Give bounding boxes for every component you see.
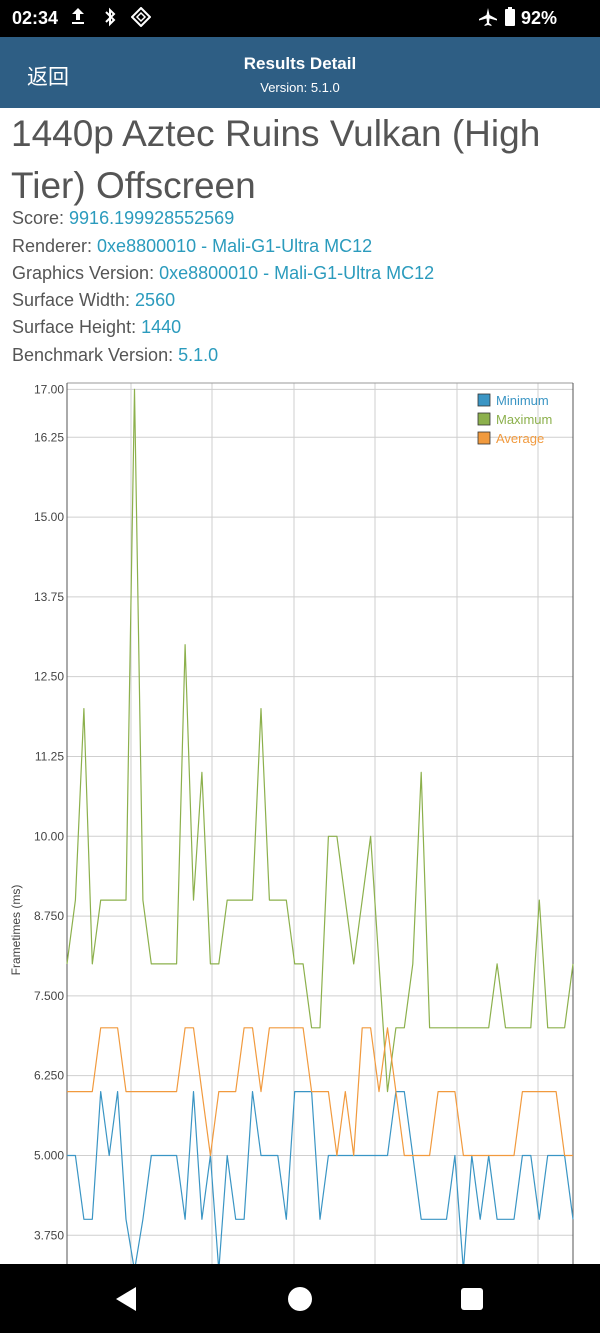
- y-tick-label: 13.75: [34, 590, 64, 604]
- surface-height-value: 1440: [141, 317, 182, 337]
- surface-width-label: Surface Width:: [12, 290, 136, 310]
- graphics-version-row: Graphics Version: 0xe8800010 - Mali-G1-U…: [12, 263, 434, 284]
- score-row: Score: 9916.199928552569: [12, 208, 234, 229]
- benchmark-title: 1440p Aztec Ruins Vulkan (High Tier) Off…: [11, 113, 541, 206]
- surface-height-row: Surface Height: 1440: [12, 317, 181, 338]
- legend-swatch-average: [477, 431, 491, 445]
- graphics-version-label: Graphics Version:: [12, 263, 160, 283]
- score-label: Score:: [12, 208, 70, 228]
- y-tick-label: 10.00: [34, 829, 64, 843]
- surface-width-row: Surface Width: 2560: [12, 290, 175, 311]
- back-button[interactable]: 返回: [27, 66, 69, 89]
- series-line-maximum: [66, 388, 574, 1093]
- y-tick-label: 7.500: [34, 989, 64, 1003]
- renderer-value: 0xe8800010 - Mali-G1-Ultra MC12: [97, 236, 373, 256]
- y-tick-label: 16.25: [34, 430, 64, 444]
- surface-width-value: 2560: [135, 290, 176, 310]
- navigation-bar: [0, 1264, 600, 1333]
- graphics-version-value: 0xe8800010 - Mali-G1-Ultra MC12: [159, 263, 435, 283]
- upload-icon: [71, 7, 85, 30]
- app-subtitle: Version: 5.1.0: [260, 80, 340, 95]
- status-time: 02:34: [12, 8, 59, 28]
- legend-label-average: Average: [496, 431, 544, 446]
- benchmark-version-value: 5.1.0: [178, 345, 219, 365]
- series-line-average: [67, 1027, 573, 1157]
- y-tick-label: 12.50: [34, 670, 64, 684]
- renderer-row: Renderer: 0xe8800010 - Mali-G1-Ultra MC1…: [12, 236, 372, 257]
- airplane-mode-icon: [478, 7, 498, 32]
- recents-nav-icon[interactable]: [460, 1287, 484, 1316]
- y-tick-label: 15.00: [34, 510, 64, 524]
- legend-label-minimum: Minimum: [496, 393, 549, 408]
- benchmark-version-label: Benchmark Version:: [12, 345, 179, 365]
- y-tick-label: 5.000: [34, 1148, 64, 1162]
- y-tick-label: 17.00: [34, 382, 64, 396]
- y-tick-label: 3.750: [34, 1228, 64, 1242]
- app-bar: 返回 Results Detail Version: 5.1.0: [0, 37, 600, 108]
- legend-swatch-minimum: [477, 393, 491, 407]
- home-nav-icon[interactable]: [287, 1286, 313, 1317]
- y-axis-label: Frametimes (ms): [9, 885, 23, 976]
- app-title: Results Detail: [243, 54, 357, 73]
- bluetooth-icon: [104, 7, 116, 32]
- nfc-icon: [130, 6, 152, 32]
- renderer-label: Renderer:: [12, 236, 98, 256]
- series-line-minimum: [67, 1090, 574, 1264]
- battery-percent: 92%: [521, 8, 558, 28]
- legend-label-maximum: Maximum: [496, 412, 552, 427]
- back-nav-icon[interactable]: [114, 1286, 138, 1317]
- y-tick-label: 11.25: [35, 749, 64, 763]
- y-tick-label: 6.250: [34, 1069, 64, 1083]
- legend-swatch-maximum: [477, 412, 491, 426]
- y-tick-label: 8.750: [34, 909, 64, 923]
- surface-height-label: Surface Height:: [12, 317, 142, 337]
- frametimes-chart: 17.00 16.25 15.00 13.75 12.50 11.25 10.00 8.750…: [9, 382, 574, 1264]
- score-value: 9916.199928552569: [69, 208, 235, 228]
- benchmark-version-row: Benchmark Version: 5.1.0: [12, 345, 218, 366]
- status-bar: 02:34 92%: [0, 0, 600, 37]
- battery-icon: [504, 7, 516, 32]
